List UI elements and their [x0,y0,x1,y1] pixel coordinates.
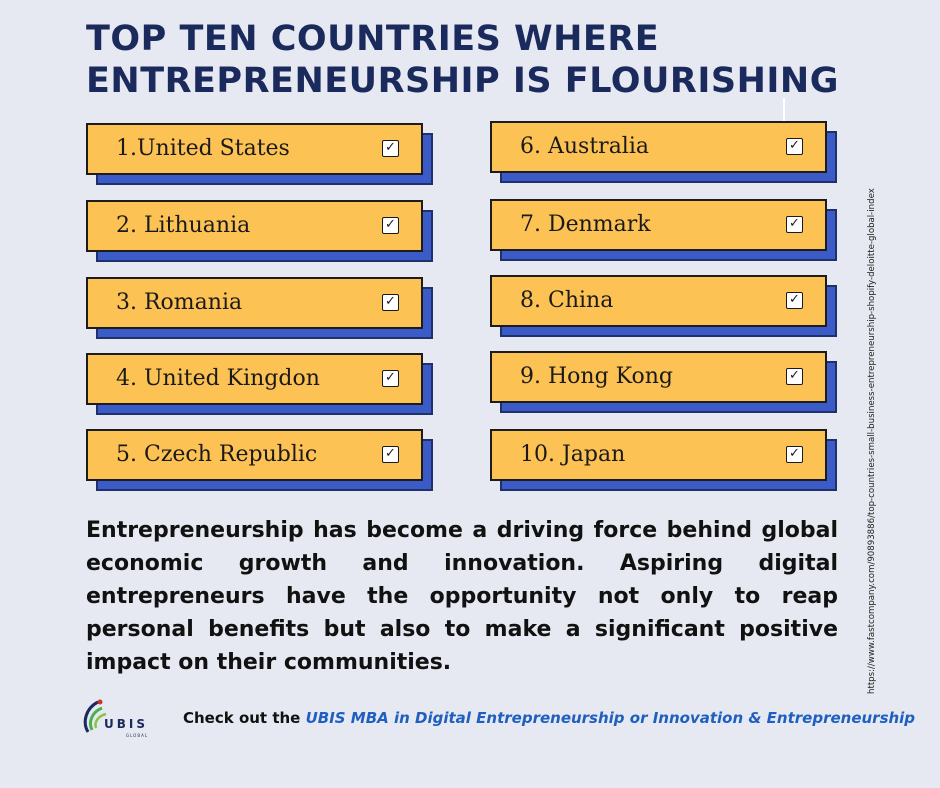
card-face: 2. Lithuania ✓ [86,200,423,252]
country-label: 1.United States [116,136,290,161]
country-label: 2. Lithuania [116,213,251,238]
card-face: 8. China ✓ [490,275,827,327]
card-face: 3. Romania ✓ [86,277,423,329]
card-face: 6. Australia ✓ [490,121,827,173]
checkbox-checked-icon: ✓ [786,138,803,155]
country-label: 9. Hong Kong [520,364,674,389]
country-card-7: 7. Denmark ✓ [490,199,837,261]
checkbox-checked-icon: ✓ [786,292,803,309]
country-card-4: 4. United Kingdon ✓ [86,353,433,415]
country-card-3: 3. Romania ✓ [86,277,433,339]
checkbox-checked-icon: ✓ [382,370,399,387]
country-card-10: 10. Japan ✓ [490,429,837,491]
program-link[interactable]: UBIS MBA in Digital Entrepreneurship or … [305,709,916,727]
card-face: 7. Denmark ✓ [490,199,827,251]
source-url-text[interactable]: https://www.fastcompany.com/90893886/top… [867,188,877,694]
country-card-9: 9. Hong Kong ✓ [490,351,837,413]
checkbox-checked-icon: ✓ [786,368,803,385]
source-url[interactable]: https://www.fastcompany.com/90893886/top… [867,128,881,694]
call-to-action: Check out the UBIS MBA in Digital Entrep… [183,709,915,727]
logo-arc-light-green [94,712,107,729]
card-face: 5. Czech Republic ✓ [86,429,423,481]
country-label: 3. Romania [116,290,243,315]
country-label: 4. United Kingdon [116,366,320,391]
logo-dot [97,699,103,705]
card-face: 4. United Kingdon ✓ [86,353,423,405]
card-face: 1.United States ✓ [86,123,423,175]
card-face: 10. Japan ✓ [490,429,827,481]
country-card-1: 1.United States ✓ [86,123,433,185]
checkbox-checked-icon: ✓ [382,217,399,234]
checkbox-checked-icon: ✓ [382,140,399,157]
description-paragraph: Entrepreneurship has become a driving fo… [86,518,838,675]
logo-subtext: GLOBAL [126,733,149,738]
country-card-2: 2. Lithuania ✓ [86,200,433,262]
country-label: 8. China [520,288,614,313]
decorative-line [783,98,785,122]
cta-prefix: Check out the [183,709,306,727]
title-line-2: ENTREPRENEURSHIP IS FLOURISHING [86,61,839,101]
country-label: 5. Czech Republic [116,442,318,467]
country-card-6: 6. Australia ✓ [490,121,837,183]
checkbox-checked-icon: ✓ [382,294,399,311]
card-face: 9. Hong Kong ✓ [490,351,827,403]
logo-arc-blue [83,700,99,733]
title-line-1: TOP TEN COUNTRIES WHERE [86,19,660,59]
country-label: 6. Australia [520,134,649,159]
checkbox-checked-icon: ✓ [786,216,803,233]
country-card-8: 8. China ✓ [490,275,837,337]
ubis-logo [83,699,107,733]
page-title: TOP TEN COUNTRIES WHERE ENTREPRENEURSHIP… [86,18,846,102]
country-card-5: 5. Czech Republic ✓ [86,429,433,491]
country-label: 10. Japan [520,442,626,467]
country-label: 7. Denmark [520,212,651,237]
checkbox-checked-icon: ✓ [786,446,803,463]
checkbox-checked-icon: ✓ [382,446,399,463]
logo-text: UBIS [104,717,148,731]
logo-arc-green [88,706,103,731]
